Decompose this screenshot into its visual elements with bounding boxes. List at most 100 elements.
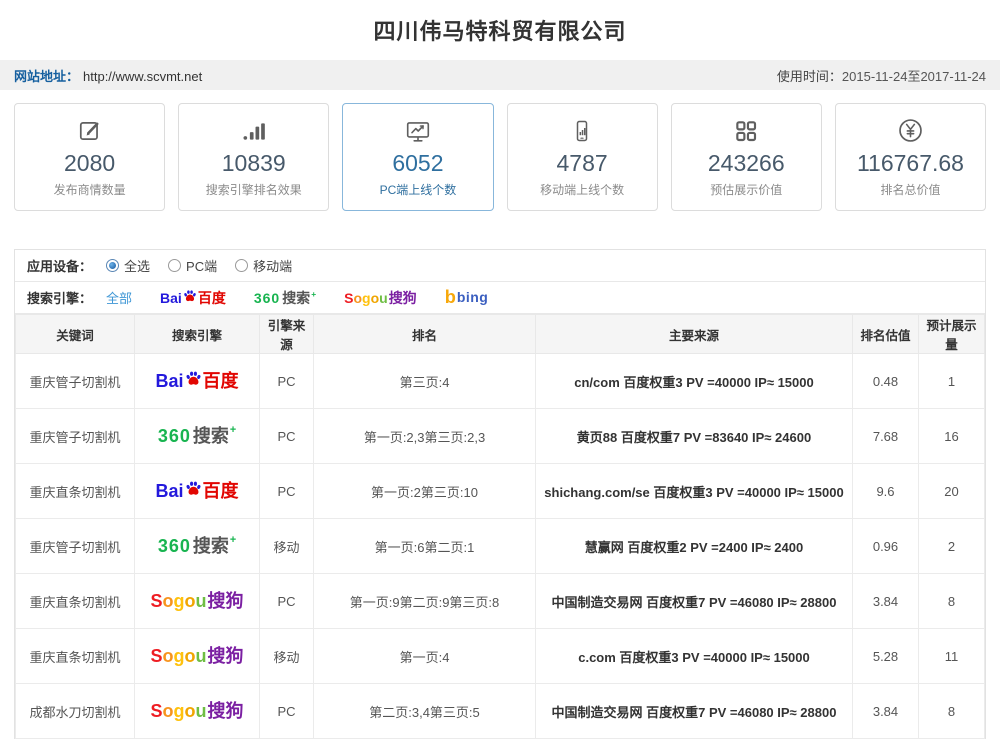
- sogou-letter: S: [344, 290, 354, 307]
- rank-value-cell: 3.84: [852, 683, 919, 739]
- engine-cell: Bai 百度: [134, 353, 260, 409]
- table-row: 重庆直条切割机 Bai 百度 PC 第一页:2第三页:10 shichang.com/se…: [15, 463, 985, 519]
- sogou-letter: S: [150, 646, 163, 666]
- mobile-icon: [570, 116, 594, 144]
- stat-label: 发布商情数量: [53, 183, 126, 197]
- radio-option-PC端[interactable]: PC端: [168, 256, 217, 275]
- baidu-logo: Bai 百度: [160, 290, 226, 307]
- engine-filter-so360[interactable]: 360 搜索 +: [254, 289, 316, 305]
- baidu-logo: Bai 百度: [155, 371, 239, 390]
- baidu-paw-icon: [186, 481, 200, 495]
- results-table: 关键词 搜索引擎 引擎来源 排名 主要来源 排名估值 预计展示量 重庆管子切割机 Bai 百度 P…: [15, 314, 985, 739]
- device-filter-label: 应用设备：: [27, 259, 93, 274]
- engine-cell: Bai 百度: [134, 463, 260, 519]
- baidu-paw-icon: [184, 290, 196, 302]
- radio-icon: [235, 259, 249, 272]
- so360-logo: 360 搜索 +: [158, 534, 236, 556]
- main-source-cell: cn/com 百度权重3 PV =40000 IP≈ 15000: [535, 353, 853, 409]
- engine-source-cell: 移动: [259, 518, 314, 574]
- rank-value-cell: 7.68: [852, 408, 919, 464]
- stat-value: 6052: [392, 150, 444, 176]
- so360-logo: 360 搜索 +: [254, 289, 316, 305]
- page-title: 四川伟马特科贸有限公司: [373, 19, 627, 44]
- stat-label: 预估展示价值: [710, 183, 783, 197]
- keyword-cell: 成都水刀切割机: [15, 683, 135, 739]
- sogou-letter: S: [150, 701, 163, 721]
- stat-label: 搜索引擎排名效果: [205, 183, 302, 197]
- yuan-icon: [897, 116, 924, 144]
- rank-value-cell: 3.84: [852, 573, 919, 629]
- rank-cell: 第一页:2第三页:10: [313, 463, 536, 519]
- sogou-letter: g: [173, 591, 185, 611]
- stat-value: 2080: [64, 150, 116, 176]
- keyword-cell: 重庆管子切割机: [15, 408, 135, 464]
- radio-option-移动端[interactable]: 移动端: [235, 256, 292, 275]
- col-header-预计展示量: 预计展示量: [918, 314, 985, 354]
- col-header-引擎来源: 引擎来源: [259, 314, 314, 354]
- rank-cell: 第一页:2,3第三页:2,3: [313, 408, 536, 464]
- sogou-letter: g: [173, 646, 185, 666]
- stat-card-发布商情数量[interactable]: 2080 发布商情数量: [14, 103, 166, 211]
- sogou-cjk-text: 搜狗: [207, 701, 244, 721]
- engine-cell: 360 搜索 +: [134, 518, 260, 574]
- so360-logo: 360 搜索 +: [158, 424, 236, 445]
- main-source-cell: 中国制造交易网 百度权重7 PV =46080 IP≈ 28800: [535, 683, 853, 739]
- device-options: 全选 PC端 移动端: [106, 256, 310, 275]
- usage-time-label: 使用时间：: [776, 68, 842, 84]
- engine-source-cell: PC: [259, 573, 314, 629]
- radio-label: PC端: [186, 259, 218, 274]
- keyword-cell: 重庆管子切割机: [15, 353, 135, 409]
- bing-logo: b bing: [445, 288, 489, 306]
- radio-option-全选[interactable]: 全选: [106, 256, 150, 275]
- stat-card-排名总价值[interactable]: 116767.68 排名总价值: [834, 103, 987, 211]
- main-source-cell: 慧赢网 百度权重2 PV =2400 IP≈ 2400: [535, 518, 853, 574]
- grid-icon: [733, 116, 759, 144]
- radio-label: 移动端: [253, 259, 293, 274]
- stat-value: 243266: [707, 150, 785, 176]
- col-header-搜索引擎: 搜索引擎: [134, 314, 260, 354]
- stat-label: 移动端上线个数: [540, 183, 625, 197]
- so360-cjk-text: 搜索: [192, 536, 229, 556]
- rank-value-cell: 0.48: [852, 353, 919, 409]
- rank-cell: 第一页:4: [313, 628, 536, 684]
- device-filter-row: 应用设备： 全选 PC端 移动端: [15, 250, 985, 282]
- baidu-cjk-text: 百度: [202, 481, 239, 501]
- stat-label: 排名总价值: [880, 183, 941, 197]
- col-header-排名: 排名: [313, 314, 536, 354]
- impressions-cell: 16: [918, 408, 985, 464]
- stat-card-移动端上线个数[interactable]: 4787 移动端上线个数: [506, 103, 658, 211]
- monitor-icon: [404, 116, 432, 144]
- table-header-row: 关键词 搜索引擎 引擎来源 排名 主要来源 排名估值 预计展示量: [15, 314, 985, 354]
- engine-all-link[interactable]: 全部: [106, 291, 133, 306]
- table-row: 重庆管子切割机 360 搜索 + 移动 第一页:6第二页:1 慧赢网 百度权重2 PV =2…: [15, 518, 985, 574]
- stat-card-PC端上线个数[interactable]: 6052 PC端上线个数: [342, 103, 494, 211]
- sogou-letter: o: [184, 646, 196, 666]
- bing-symbol: b: [444, 287, 456, 308]
- bar-chart-icon: [241, 116, 267, 144]
- sogou-letter: u: [195, 591, 207, 611]
- sogou-letter: o: [370, 290, 380, 307]
- engine-filter-baidu[interactable]: Bai 百度: [160, 290, 226, 307]
- stat-card-预估展示价值[interactable]: 243266 预估展示价值: [670, 103, 822, 211]
- keyword-cell: 重庆直条切割机: [15, 573, 135, 629]
- engine-filter-bing[interactable]: b bing: [445, 288, 489, 306]
- page-header: 四川伟马特科贸有限公司: [0, 0, 1000, 60]
- table-body: 重庆管子切割机 Bai 百度 PC 第三页:4 cn/com 百度权重3 PV =4000…: [15, 353, 985, 739]
- stat-card-搜索引擎排名效果[interactable]: 10839 搜索引擎排名效果: [178, 103, 330, 211]
- radio-icon: [106, 259, 120, 272]
- baidu-logo: Bai 百度: [155, 481, 239, 501]
- sogou-letter: o: [162, 591, 174, 611]
- sogou-letter: g: [362, 290, 371, 307]
- keyword-cell: 重庆直条切割机: [15, 628, 135, 684]
- rank-cell: 第二页:3,4第三页:5: [313, 683, 536, 739]
- main-source-cell: c.com 百度权重3 PV =40000 IP≈ 15000: [535, 628, 853, 684]
- sogou-letter: o: [184, 591, 196, 611]
- engine-filter-label: 搜索引擎：: [27, 291, 93, 306]
- baidu-latin-text: Bai: [160, 290, 182, 307]
- baidu-cjk-text: 百度: [197, 290, 226, 307]
